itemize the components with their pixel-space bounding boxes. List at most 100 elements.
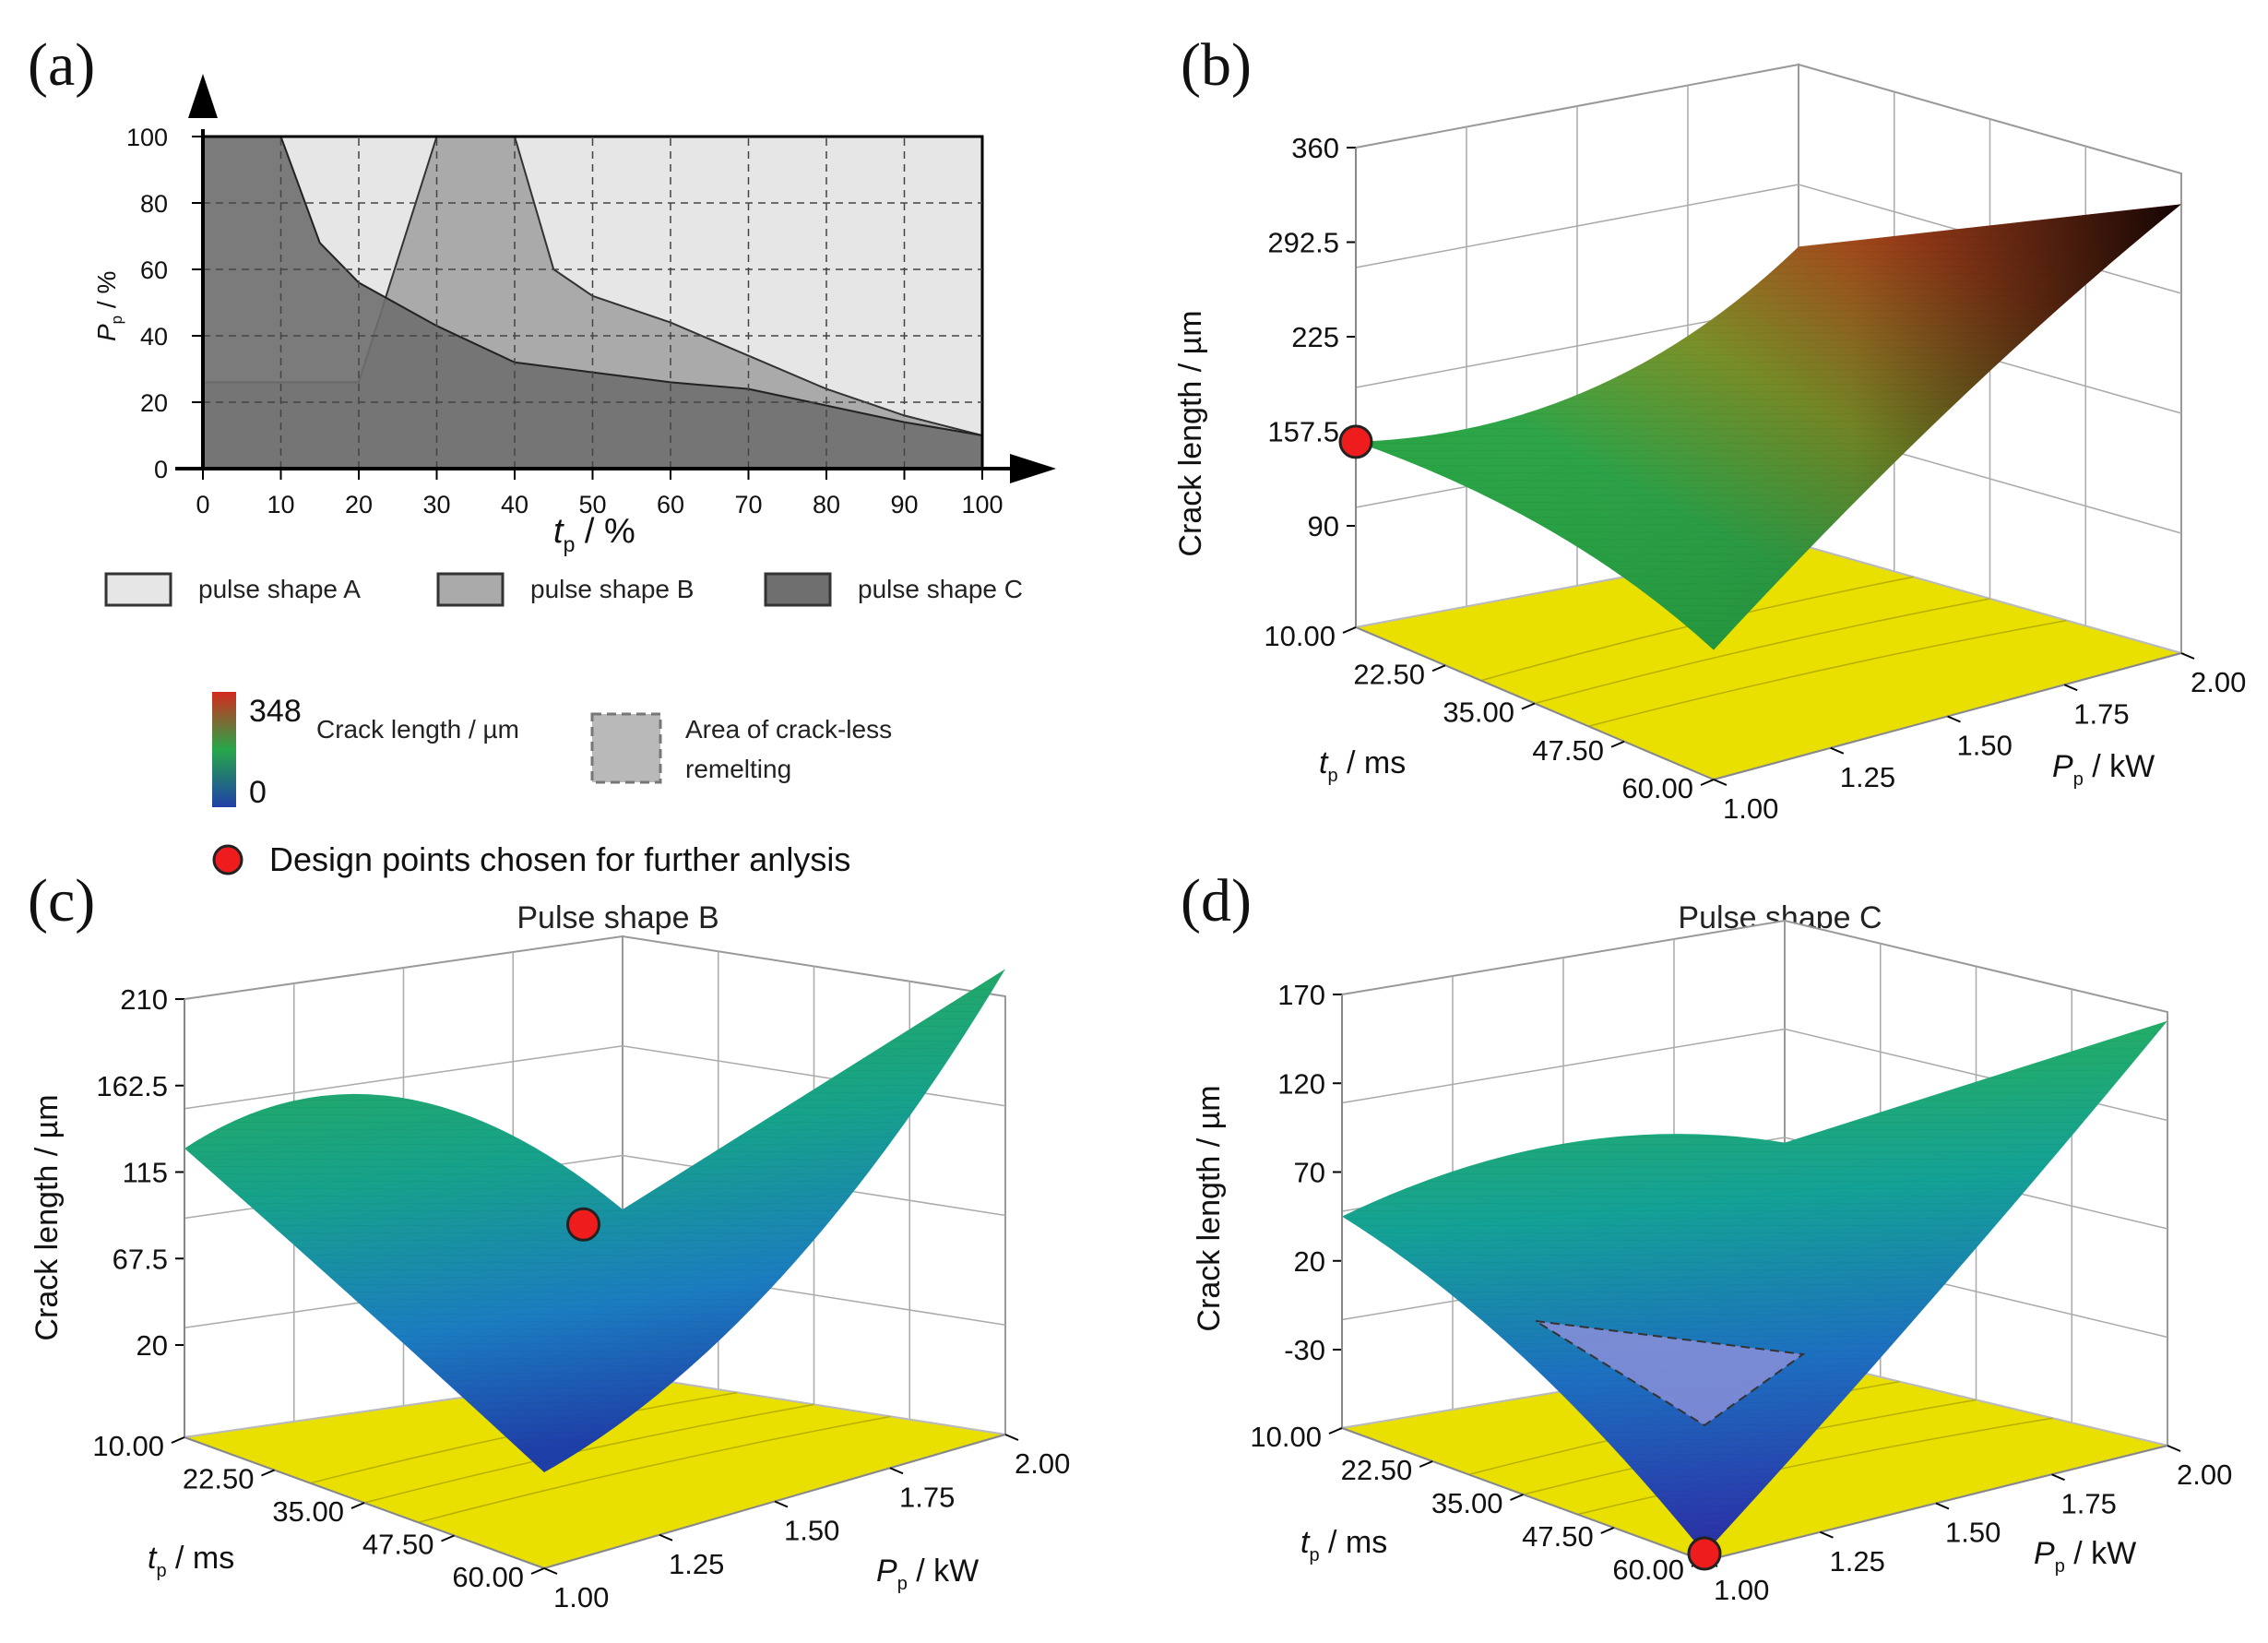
floor-contour: [1577, 1417, 2053, 1516]
legend-swatch-b: [436, 572, 505, 607]
colorbar-max: 348: [249, 694, 302, 729]
tp-tick-label: 60.00: [452, 1561, 524, 1593]
panel-d-letter: (d): [1181, 867, 1252, 935]
pp-tick-label: 1.75: [2073, 697, 2129, 730]
y-tick-label: 0: [154, 456, 168, 483]
z-axis-label: Crack length / µm: [1192, 1085, 1227, 1331]
panel-a-axes: [175, 74, 1056, 483]
panel-b: (b) Pulse shape A90157.5225292.5360Crack…: [1173, 31, 2246, 825]
z-tick-label: 292.5: [1267, 227, 1339, 259]
floor-contour: [1534, 598, 1990, 705]
y-tick-label: 60: [140, 256, 168, 284]
chart-title: Pulse shape B: [517, 900, 718, 935]
tp-tick-mark: [1431, 664, 1446, 673]
pp-tick-mark: [1004, 1434, 1019, 1441]
tp-tick-label: 35.00: [1431, 1487, 1503, 1519]
tp-tick-mark: [171, 1436, 185, 1444]
pp-tick-label: 1.00: [1723, 792, 1778, 825]
z-tick-label: 360: [1291, 132, 1339, 164]
pp-tick-mark: [2167, 1445, 2181, 1452]
x-axis-arrow-icon: [1010, 454, 1056, 483]
pp-tick-label: 1.50: [1957, 730, 2013, 762]
design-point-marker: [1338, 424, 1373, 459]
y-tick-label: 100: [126, 124, 168, 151]
design-point-legend-icon: [212, 844, 243, 875]
tp-tick-label: 35.00: [1443, 696, 1514, 729]
tp-tick-label: 47.50: [1522, 1520, 1594, 1553]
panel-c: (c) Pulse shape B 20 67.5 115 162.5 210 Crack …: [28, 867, 1070, 1613]
pp-tick-label: 1.25: [1840, 761, 1895, 793]
pp-tick-mark: [659, 1533, 673, 1542]
crackless-region: [1535, 1320, 1806, 1427]
panel-a-axis-labels: tp / % Pp / %: [92, 271, 635, 556]
pp-tick-label: 1.00: [553, 1581, 609, 1613]
pp-tick-label: 2.00: [2191, 666, 2246, 698]
tp-tick-mark: [1510, 1494, 1524, 1501]
panel-a-letter: (a): [28, 31, 95, 99]
z-axis-label: Crack length / µm: [1173, 310, 1208, 556]
floor-contour: [1588, 619, 2067, 727]
pp-tick-label: 1.75: [2061, 1487, 2117, 1519]
tp-tick-label: 22.50: [183, 1463, 255, 1495]
z-tick-label: 210: [120, 983, 168, 1016]
pp-tick-mark: [1947, 715, 1961, 723]
z-tick-label: 170: [1277, 979, 1325, 1011]
tp-tick-label: 10.00: [1250, 1421, 1322, 1453]
tp-tick-label: 10.00: [1264, 620, 1336, 652]
z-tick-label: 90: [1308, 510, 1339, 542]
tp-tick-label: 60.00: [1612, 1554, 1684, 1586]
tp-tick-label: 10.00: [92, 1430, 164, 1462]
pp-tick-label: 1.50: [1945, 1517, 2001, 1549]
floor-contour: [363, 1403, 814, 1504]
x-tick-label: 30: [422, 491, 450, 518]
panel-a: (a) 0 10 20 30 40 50 60 70 80 90 100 0 20 40 60 80 100 t…: [28, 31, 1056, 607]
y-axis-arrow-icon: [188, 74, 218, 118]
tp-axis-label: tp / ms: [1319, 745, 1406, 786]
pp-tick-label: 1.25: [1830, 1545, 1885, 1578]
x-tick-label: 40: [501, 491, 528, 518]
panel-a-areas: [201, 135, 984, 470]
x-axis-label: tp / %: [553, 512, 635, 556]
tp-tick-label: 22.50: [1353, 658, 1425, 690]
legend-label-b: pulse shape B: [530, 575, 694, 603]
crackless-label-2: remelting: [685, 755, 791, 783]
panel-a-legend: pulse shape A pulse shape B pulse shape …: [104, 572, 1023, 607]
x-tick-label: 100: [961, 491, 1003, 518]
y-axis-label: Pp / %: [92, 271, 125, 341]
x-tick-label: 60: [657, 491, 684, 518]
pp-tick-label: 1.50: [784, 1515, 839, 1547]
z-axis-label: Crack length / µm: [30, 1094, 65, 1340]
z-tick-label: 70: [1294, 1157, 1325, 1189]
x-tick-label: 70: [734, 491, 762, 518]
tp-tick-mark: [1610, 740, 1625, 748]
z-tick-label: 157.5: [1267, 416, 1339, 448]
panel-a-ticks: 0 10 20 30 40 50 60 70 80 90 100 0 20 40 60 80 100: [126, 124, 1003, 518]
pp-tick-mark: [2180, 652, 2195, 660]
z-tick-label: 20: [137, 1329, 168, 1362]
tp-tick-mark: [441, 1534, 455, 1542]
pp-tick-mark: [889, 1467, 904, 1475]
pp-tick-mark: [1935, 1502, 1950, 1510]
pp-tick-label: 1.00: [1714, 1574, 1769, 1606]
z-tick-label: 162.5: [96, 1070, 168, 1102]
pp-tick-mark: [1830, 746, 1845, 755]
x-tick-label: 0: [196, 491, 209, 518]
floor-contour: [418, 1415, 891, 1524]
pp-axis-label: Pp / kW: [876, 1554, 979, 1594]
y-tick-label: 20: [140, 389, 168, 417]
z-tick-label: 225: [1291, 321, 1339, 353]
colorbar: [212, 692, 236, 807]
pp-tick-mark: [1820, 1530, 1834, 1539]
y-tick-label: 80: [140, 190, 168, 218]
tp-tick-label: 60.00: [1621, 772, 1693, 804]
x-tick-label: 10: [267, 491, 294, 518]
pp-axis-label: Pp / kW: [2052, 749, 2155, 790]
pp-tick-label: 1.75: [899, 1481, 955, 1513]
tp-tick-mark: [1600, 1527, 1615, 1534]
pp-tick-mark: [2051, 1473, 2065, 1482]
design-points-label: Design points chosen for further anlysis: [269, 840, 850, 878]
tp-tick-mark: [530, 1567, 545, 1575]
colorbar-min: 0: [249, 775, 267, 810]
pp-axis-label: Pp / kW: [2034, 1536, 2136, 1577]
